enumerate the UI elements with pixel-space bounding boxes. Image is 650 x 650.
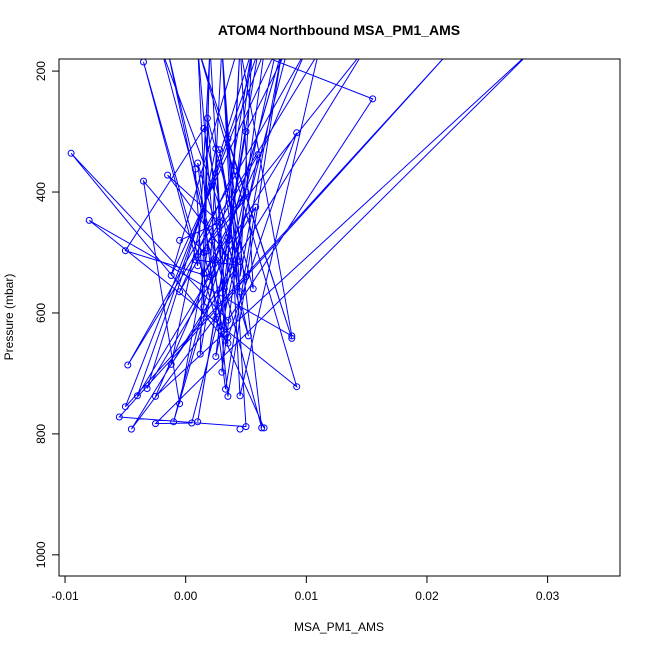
chart-title: ATOM4 Northbound MSA_PM1_AMS bbox=[218, 22, 460, 38]
data-point bbox=[252, 203, 260, 211]
data-point bbox=[164, 171, 172, 179]
data-point bbox=[152, 392, 159, 400]
data-point bbox=[293, 383, 301, 391]
data-point bbox=[236, 425, 244, 433]
y-tick-label: 600 bbox=[34, 303, 48, 323]
data-point bbox=[222, 385, 229, 393]
x-axis-label: MSA_PM1_AMS bbox=[294, 620, 384, 634]
data-point bbox=[254, 151, 262, 158]
series-markers bbox=[67, 59, 377, 433]
y-tick-label: 400 bbox=[34, 182, 48, 202]
x-tick-label: 0.00 bbox=[174, 589, 198, 603]
data-point bbox=[288, 332, 296, 340]
data-point bbox=[220, 285, 228, 293]
data-point bbox=[224, 392, 232, 400]
data-point bbox=[230, 167, 238, 175]
data-point bbox=[176, 288, 184, 296]
data-point bbox=[212, 315, 220, 323]
data-point bbox=[236, 288, 244, 296]
data-point bbox=[194, 262, 202, 270]
data-point bbox=[143, 385, 151, 392]
data-point bbox=[124, 361, 132, 369]
data-point bbox=[242, 423, 250, 431]
data-point bbox=[212, 256, 220, 264]
data-point bbox=[176, 236, 184, 244]
data-point bbox=[236, 258, 244, 266]
data-point bbox=[288, 334, 296, 342]
x-tick-label: 0.03 bbox=[536, 589, 560, 603]
data-point bbox=[200, 270, 208, 278]
data-point bbox=[260, 424, 268, 432]
data-point bbox=[203, 114, 211, 122]
data-point bbox=[140, 177, 147, 185]
data-point bbox=[140, 59, 147, 66]
data-point bbox=[244, 332, 252, 340]
data-point bbox=[216, 146, 223, 154]
y-axis: 200 400 600 800 1000 bbox=[34, 61, 60, 568]
data-point bbox=[242, 188, 250, 196]
plot-frame bbox=[58, 58, 621, 577]
data-point bbox=[242, 128, 250, 136]
data-point bbox=[170, 418, 178, 426]
data-point bbox=[200, 249, 208, 256]
data-point bbox=[369, 95, 377, 103]
data-point bbox=[249, 285, 257, 293]
data-point bbox=[176, 400, 184, 408]
data-point bbox=[242, 273, 250, 281]
data-point bbox=[212, 145, 220, 152]
data-point bbox=[191, 165, 199, 173]
data-point bbox=[121, 247, 129, 255]
x-tick-label: -0.01 bbox=[51, 589, 79, 603]
data-point bbox=[85, 216, 93, 224]
data-point bbox=[224, 233, 232, 241]
series-line bbox=[70, 59, 525, 430]
data-point bbox=[152, 420, 159, 428]
data-point bbox=[200, 125, 208, 132]
data-point bbox=[230, 261, 238, 269]
data-point bbox=[167, 360, 175, 368]
data-point bbox=[133, 392, 141, 400]
data-point bbox=[67, 149, 75, 157]
data-point bbox=[258, 424, 266, 432]
data-point bbox=[224, 135, 232, 143]
data-point bbox=[216, 218, 223, 226]
data-point bbox=[203, 247, 211, 255]
y-tick-label: 200 bbox=[34, 61, 48, 81]
y-tick-label: 1000 bbox=[34, 541, 48, 568]
y-tick-label: 800 bbox=[34, 424, 48, 444]
series-lines bbox=[70, 59, 525, 430]
data-point bbox=[115, 413, 123, 421]
data-point bbox=[218, 368, 226, 376]
x-tick-label: 0.02 bbox=[415, 589, 439, 603]
data-point bbox=[208, 236, 216, 244]
x-axis: -0.01 0.00 0.01 0.02 0.03 bbox=[51, 575, 560, 603]
data-point bbox=[194, 159, 202, 167]
y-axis-label: Pressure (mbar) bbox=[2, 274, 16, 361]
data-point bbox=[191, 256, 199, 264]
data-point bbox=[206, 273, 214, 281]
data-point bbox=[200, 303, 208, 311]
data-point bbox=[224, 316, 232, 324]
data-point bbox=[121, 403, 129, 411]
data-point bbox=[236, 392, 244, 400]
data-point bbox=[212, 353, 220, 360]
data-point bbox=[188, 419, 196, 427]
x-tick-label: 0.01 bbox=[295, 589, 319, 603]
data-point bbox=[293, 129, 301, 137]
data-point bbox=[127, 425, 135, 433]
data-point bbox=[224, 339, 232, 347]
data-point bbox=[196, 350, 204, 358]
data-point bbox=[167, 272, 175, 279]
